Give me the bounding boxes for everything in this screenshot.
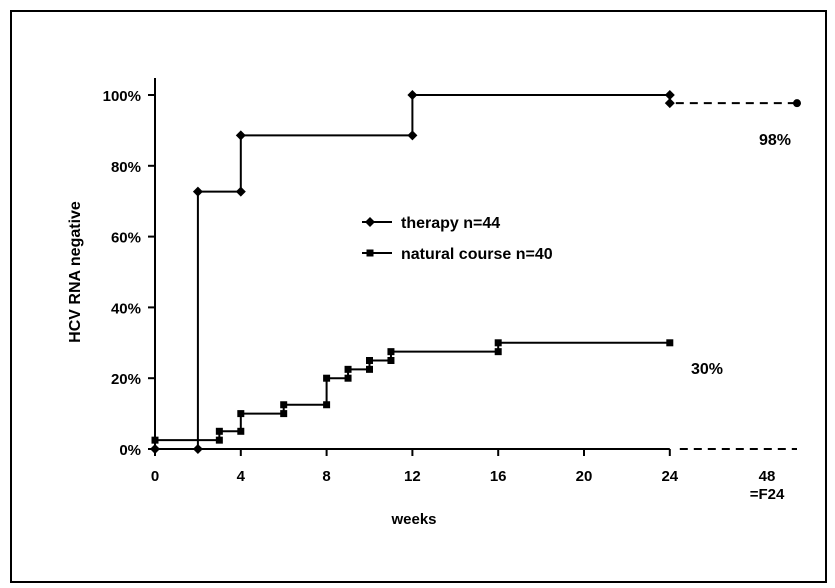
legend-diamond-marker — [365, 217, 375, 227]
x-tick-label-f24: =F24 — [750, 486, 785, 503]
legend-item: therapy n=44 — [362, 215, 500, 232]
data-point — [387, 348, 395, 356]
x-axis-label: weeks — [390, 511, 436, 528]
y-axis-label: HCV RNA negative — [67, 201, 84, 343]
data-point — [323, 374, 331, 382]
data-point — [366, 365, 373, 373]
x-tick-label: 16 — [490, 468, 507, 485]
chart-frame: 0% 20% 40% 60% 80% 100% 0 4 8 12 16 20 24 HCV RNA n… — [10, 10, 827, 583]
data-point — [494, 348, 502, 356]
data-point — [215, 436, 223, 444]
y-tick-label: 60% — [111, 230, 141, 247]
data-point — [407, 90, 418, 100]
legend-item: natural course n=40 — [362, 246, 553, 263]
legend-label: natural course n=40 — [401, 246, 553, 263]
chart-svg: 0%20%40%60%80%100% 0 4 8 12 16 20 24 HCV RNA n… — [67, 78, 801, 528]
series-line — [155, 341, 670, 442]
legend-square-marker — [366, 249, 374, 257]
x-tick-label: 0 — [151, 468, 159, 485]
x-tick-label: 24 — [661, 468, 678, 485]
data-point — [235, 130, 246, 141]
followup-label: 98% — [759, 132, 791, 149]
data-point — [237, 410, 245, 418]
followup-label: 30% — [691, 361, 723, 378]
followup-point — [793, 99, 801, 108]
data-point — [235, 186, 246, 197]
data-point — [192, 186, 203, 197]
series-line — [155, 94, 671, 450]
data-point — [664, 98, 675, 109]
y-tick-label: 80% — [111, 159, 141, 176]
x-tick-label: 12 — [404, 468, 421, 485]
data-point — [366, 357, 373, 364]
data-point — [666, 339, 674, 347]
y-tick-label: 100% — [103, 88, 141, 105]
data-point — [387, 357, 395, 364]
data-point — [407, 130, 418, 141]
data-point — [151, 436, 159, 444]
data-point — [664, 90, 675, 100]
legend: therapy n=44 natural course n=40 — [362, 215, 553, 263]
y-ticks: 0% 20% 40% 60% 80% 100% — [103, 88, 155, 459]
x-tick-label: 8 — [322, 468, 330, 485]
data-point — [494, 339, 502, 347]
x-tick-label: 4 — [237, 468, 246, 485]
data-point — [215, 427, 223, 435]
x-tick-label-48: 48 — [759, 468, 776, 485]
data-point — [280, 410, 288, 418]
data-point — [237, 427, 245, 435]
data-point — [344, 365, 352, 373]
x-ticks: 0 4 8 12 16 20 24 — [151, 449, 679, 485]
series-therapy: 98% — [150, 90, 801, 454]
series-natural-course: 30% — [151, 339, 797, 450]
x-tick-label: 20 — [576, 468, 593, 485]
y-tick-label: 0% — [119, 442, 141, 459]
data-point — [192, 444, 203, 454]
data-point — [280, 401, 288, 409]
y-tick-label: 20% — [111, 371, 141, 388]
data-point — [344, 374, 352, 382]
y-tick-label: 40% — [111, 300, 141, 317]
series-layer: 98% 30% — [150, 90, 801, 454]
data-point — [323, 401, 331, 409]
data-point — [150, 444, 160, 454]
legend-label: therapy n=44 — [401, 215, 500, 232]
